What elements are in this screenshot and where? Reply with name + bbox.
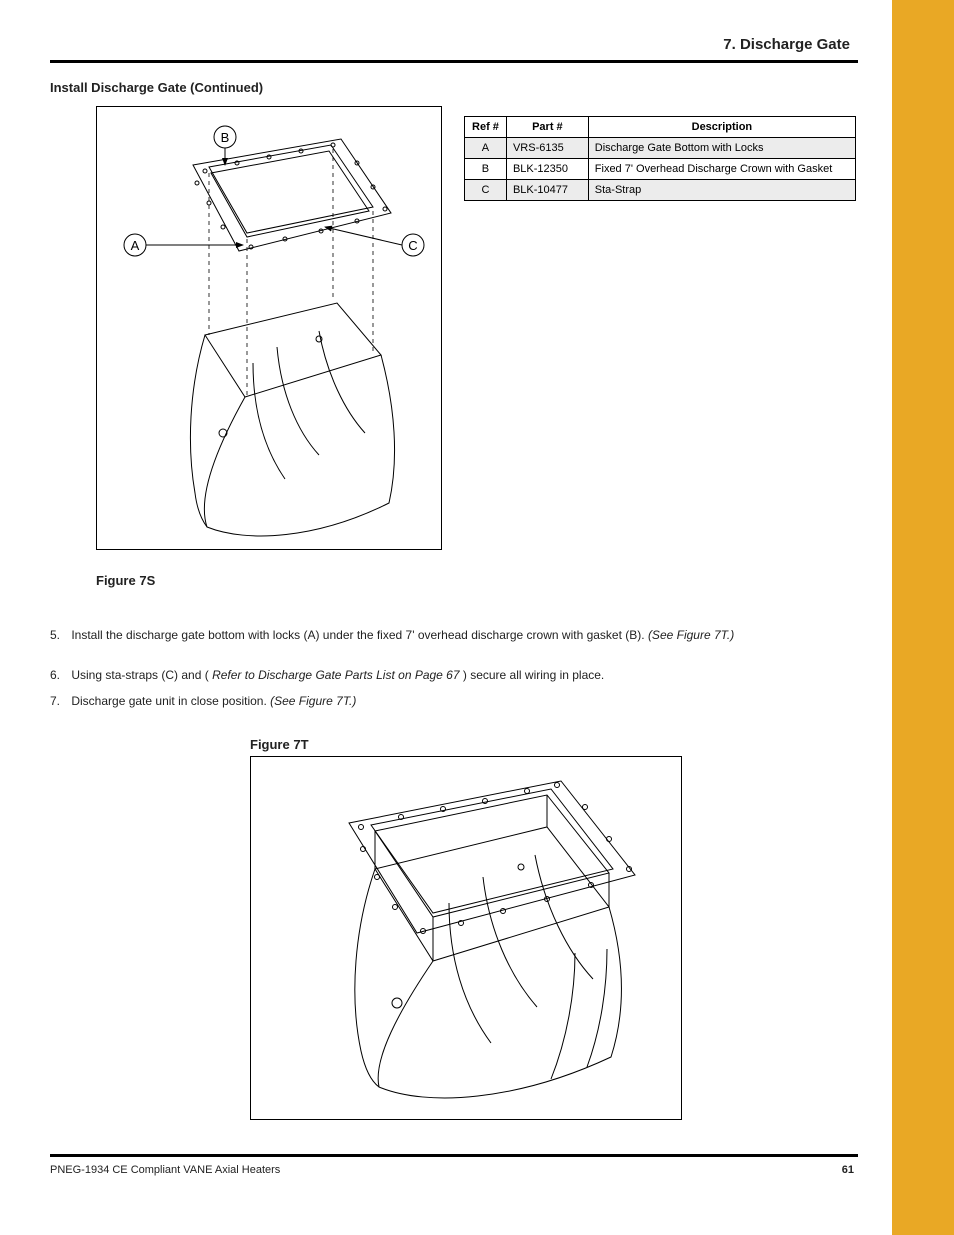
col-desc: Description (588, 117, 855, 138)
callout-b-label: B (221, 130, 230, 145)
right-sidebar-bar (892, 0, 954, 1235)
table-row: C BLK-10477 Sta-Strap (465, 180, 856, 201)
footer-doc-title: PNEG-1934 CE Compliant VANE Axial Heater… (50, 1164, 280, 1176)
bottom-horizontal-rule (50, 1154, 858, 1157)
step-6: 6. Using sta-straps (C) and ( Refer to D… (50, 668, 604, 682)
step-7: 7. Discharge gate unit in close position… (50, 694, 356, 708)
col-ref: Ref # (465, 117, 507, 138)
table-row: A VRS-6135 Discharge Gate Bottom with Lo… (465, 138, 856, 159)
step-5: 5. Install the discharge gate bottom wit… (50, 628, 734, 642)
table-row: B BLK-12350 Fixed 7' Overhead Discharge … (465, 159, 856, 180)
figure-7s-label: Figure 7S (96, 573, 155, 588)
footer-page-number: 61 (842, 1164, 854, 1176)
page: 7. Discharge Gate Install Discharge Gate… (0, 0, 954, 1235)
callout-c-label: C (408, 238, 417, 253)
figure-7t-svg (251, 757, 683, 1121)
col-part: Part # (506, 117, 588, 138)
top-horizontal-rule (50, 60, 858, 63)
subtitle: Install Discharge Gate (Continued) (50, 80, 263, 95)
table-header-row: Ref # Part # Description (465, 117, 856, 138)
parts-table: Ref # Part # Description A VRS-6135 Disc… (464, 116, 856, 201)
figure-7t (250, 756, 682, 1120)
figure-7s: A B C (96, 106, 442, 550)
callout-a-label: A (131, 238, 140, 253)
section-title: 7. Discharge Gate (50, 36, 850, 53)
figure-7s-svg: A B C (97, 107, 443, 551)
figure-7t-label: Figure 7T (250, 737, 309, 752)
